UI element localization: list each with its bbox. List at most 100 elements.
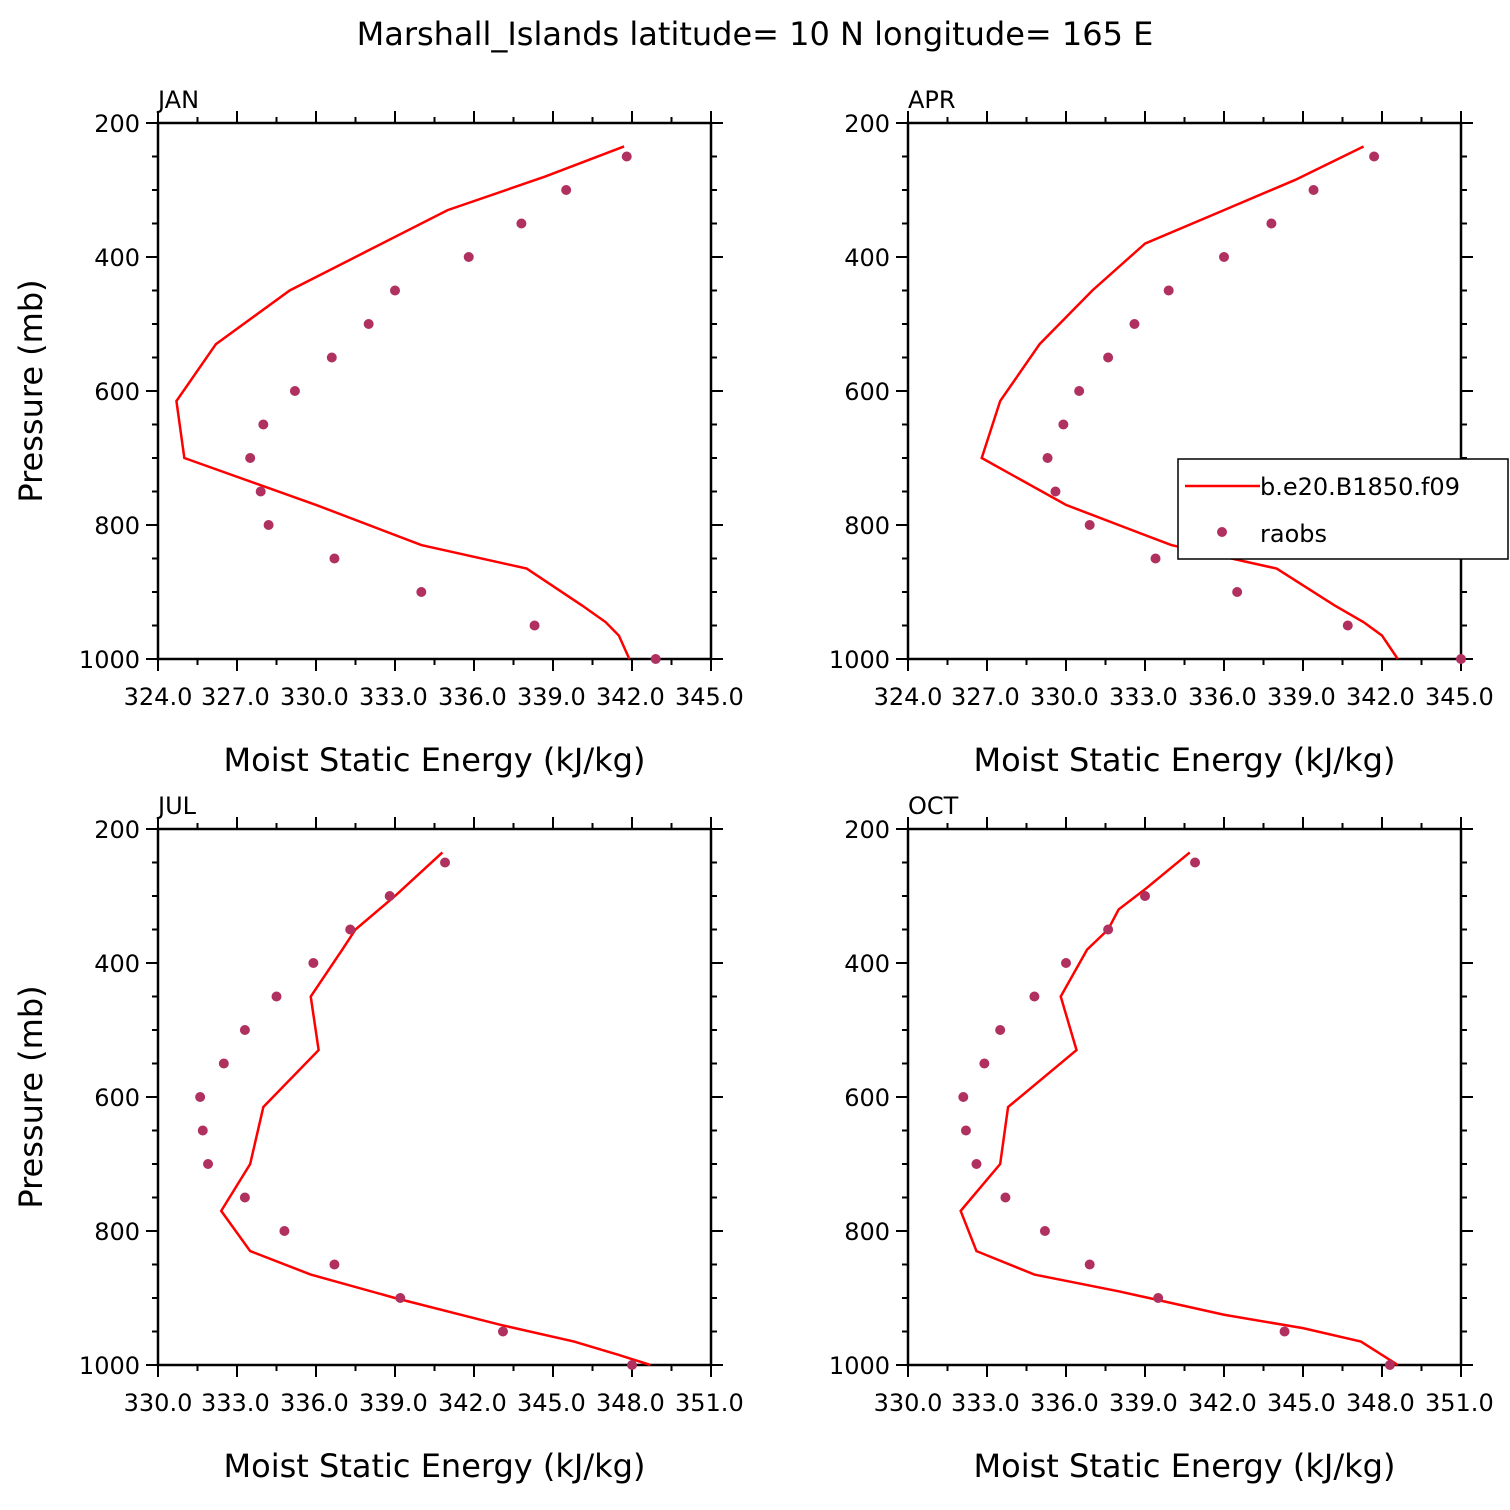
y-tick-label: 600 [844, 1084, 890, 1112]
obs-point [621, 151, 632, 162]
obs-point [218, 1058, 229, 1069]
plot-frame [906, 121, 1463, 661]
obs-point [289, 386, 300, 396]
x-tick-label: 324.0 [124, 683, 193, 711]
obs-point [1058, 419, 1069, 430]
plot-frame [156, 121, 713, 661]
x-tick-label: 327.0 [951, 683, 1020, 711]
x-axis-title: Moist Static Energy (kJ/kg) [974, 741, 1396, 779]
panel-oct: 200 400 600 800 1000 330.0 333.0 336.0 339.0 342.… [829, 792, 1494, 1485]
obs-point [1308, 185, 1319, 195]
obs-point [239, 1192, 250, 1203]
x-tick-label: 336.0 [1188, 683, 1257, 711]
legend-marker-swatch [1217, 527, 1227, 537]
y-tick-label: 1000 [829, 646, 890, 674]
obs-point [263, 520, 274, 530]
panel-label-jan: JAN [156, 86, 199, 114]
obs-point [440, 857, 451, 868]
x-tick-label: 345.0 [1267, 1389, 1336, 1417]
obs-point [363, 319, 374, 329]
obs-point [1084, 520, 1095, 530]
y-tick-label: 400 [844, 950, 890, 978]
legend-label-obs: raobs [1260, 520, 1327, 548]
x-tick-label: 342.0 [1346, 683, 1415, 711]
model-line [175, 145, 631, 660]
obs-point [308, 958, 319, 968]
obs-point [1129, 319, 1140, 329]
y-tick-label: 400 [844, 244, 890, 272]
x-tick-label: 330.0 [874, 1389, 943, 1417]
y-tick-label: 600 [844, 378, 890, 406]
obs-point [960, 1125, 971, 1136]
obs-point [650, 654, 661, 664]
x-axis-title: Moist Static Energy (kJ/kg) [974, 1447, 1396, 1485]
obs-point [463, 252, 474, 262]
y-tick-label: 1000 [829, 1352, 890, 1380]
obs-point [497, 1326, 508, 1337]
obs-point [384, 891, 395, 901]
x-tick-label: 348.0 [596, 1389, 665, 1417]
obs-point [627, 1360, 637, 1370]
panel-jan: 200 400 600 800 1000 324.0 327.0 330.0 333.0 336.… [12, 86, 744, 779]
obs-point [561, 185, 572, 195]
obs-point [326, 352, 337, 363]
y-tick-label: 200 [844, 110, 890, 138]
panel-apr: 200 400 600 800 1000 324.0 327.0 330.0 333.0 336.… [829, 86, 1494, 779]
obs-point [1084, 1259, 1095, 1270]
y-axis-title: Pressure (mb) [12, 279, 50, 502]
obs-point [1266, 218, 1277, 229]
x-tick-label: 330.0 [124, 1389, 193, 1417]
obs-point [1050, 486, 1061, 497]
y-tick-label: 600 [94, 1084, 140, 1112]
obs-point [1369, 151, 1380, 162]
obs-point [197, 1125, 208, 1136]
plot-frame [906, 827, 1463, 1367]
obs-point [1342, 620, 1353, 631]
y-tick-label: 600 [94, 378, 140, 406]
x-tick-label: 330.0 [1030, 683, 1099, 711]
obs-point [271, 991, 282, 1002]
obs-point [416, 587, 427, 597]
x-tick-label: 333.0 [359, 683, 428, 711]
model-line [959, 851, 1399, 1367]
y-axis-title: Pressure (mb) [12, 985, 50, 1208]
obs-point [958, 1092, 969, 1102]
obs-point [995, 1025, 1006, 1035]
obs-point [345, 924, 356, 935]
y-tick-label: 800 [844, 512, 890, 540]
obs-point [390, 285, 400, 296]
x-tick-label: 333.0 [201, 1389, 270, 1417]
obs-point [395, 1293, 406, 1303]
obs-point [255, 486, 266, 497]
x-tick-label: 339.0 [1109, 1389, 1178, 1417]
y-tick-label: 400 [94, 950, 140, 978]
obs-point [203, 1159, 214, 1169]
obs-point [245, 453, 256, 463]
x-tick-label: 336.0 [280, 1389, 349, 1417]
y-tick-label: 200 [844, 816, 890, 844]
model-line [219, 851, 651, 1367]
obs-point [1000, 1192, 1011, 1203]
x-tick-label: 342.0 [596, 683, 665, 711]
obs-point [239, 1025, 250, 1035]
obs-point [1150, 553, 1161, 564]
x-tick-label: 348.0 [1346, 1389, 1415, 1417]
x-tick-label: 336.0 [438, 683, 507, 711]
legend: b.e20.B1850.f09 raobs [1177, 458, 1509, 560]
x-tick-label: 324.0 [874, 683, 943, 711]
obs-point [279, 1226, 290, 1236]
obs-point [1029, 991, 1040, 1002]
x-tick-label: 351.0 [1425, 1389, 1494, 1417]
obs-point [1153, 1293, 1164, 1303]
obs-point [1140, 891, 1150, 901]
x-tick-label: 330.0 [280, 683, 349, 711]
obs-point [1074, 386, 1085, 396]
x-tick-label: 345.0 [1425, 683, 1494, 711]
panel-label-apr: APR [908, 86, 956, 114]
x-tick-label: 339.0 [359, 1389, 428, 1417]
obs-point [195, 1092, 206, 1102]
y-tick-label: 800 [844, 1218, 890, 1246]
plot-frame [156, 827, 713, 1367]
obs-point [1190, 857, 1201, 868]
